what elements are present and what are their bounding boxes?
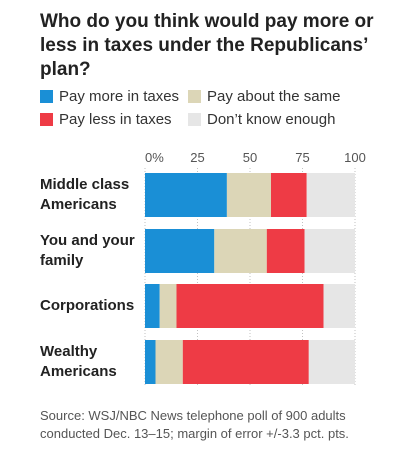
legend-item: Pay about the same xyxy=(188,88,388,105)
legend-label: Pay less in taxes xyxy=(59,111,172,128)
bar-segment xyxy=(145,284,160,328)
bar-segment xyxy=(145,229,215,273)
chart-title: Who do you think would pay more or less … xyxy=(40,11,374,80)
bar-segment xyxy=(306,173,355,217)
category-label: Middle class Americans xyxy=(40,176,130,213)
bar-segment xyxy=(182,340,309,384)
bar-segment xyxy=(155,340,183,384)
legend-swatch xyxy=(40,90,53,103)
legend-swatch xyxy=(188,90,201,103)
bar-segment xyxy=(271,173,307,217)
legend-label: Pay more in taxes xyxy=(59,88,180,105)
legend: Pay more in taxes Pay about the same Pay l… xyxy=(40,88,390,128)
legend-label: Don’t know enough xyxy=(207,111,336,128)
category-label: Wealthy Americans xyxy=(40,343,117,380)
bar-segment xyxy=(266,229,305,273)
legend-item: Don’t know enough xyxy=(188,111,388,128)
legend-item: Pay less in taxes xyxy=(40,111,188,128)
legend-swatch xyxy=(188,113,201,126)
source-note: Source: WSJ/NBC News telephone poll of 9… xyxy=(40,408,349,441)
bar-segment xyxy=(308,340,355,384)
x-tick-label: 75 xyxy=(295,150,309,165)
category-label: You and your family xyxy=(40,232,135,269)
bar-segment xyxy=(226,173,271,217)
legend-swatch xyxy=(40,113,53,126)
legend-label: Pay about the same xyxy=(207,88,341,105)
x-tick-label: 50 xyxy=(243,150,257,165)
x-tick-label: 0% xyxy=(145,150,164,165)
bar-segment xyxy=(176,284,324,328)
x-tick-label: 25 xyxy=(190,150,204,165)
bar-segment xyxy=(145,340,156,384)
x-tick-label: 100 xyxy=(344,150,366,165)
bar-segment xyxy=(304,229,355,273)
bar-segment xyxy=(214,229,267,273)
bar-segment xyxy=(159,284,177,328)
category-label: Corporations xyxy=(40,297,135,314)
legend-item: Pay more in taxes xyxy=(40,88,188,105)
bar-segment xyxy=(145,173,227,217)
bar-segment xyxy=(323,284,355,328)
